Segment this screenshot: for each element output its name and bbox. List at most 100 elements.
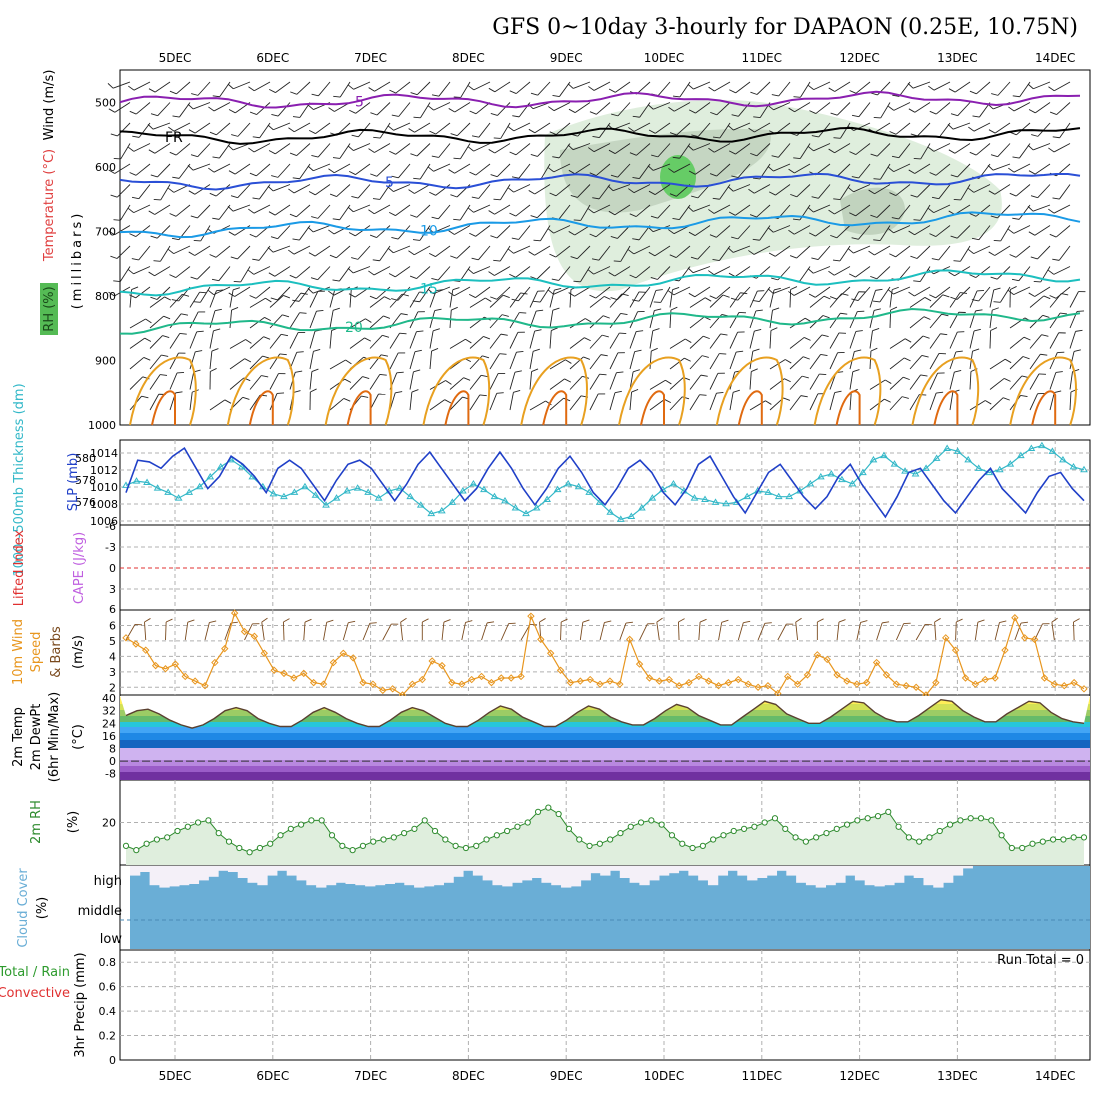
- wind-barb-flag: [150, 297, 157, 299]
- wind-barb: [670, 397, 682, 410]
- cloud-clear-bar: [267, 866, 277, 876]
- precip-total-label: Total / Rain: [0, 965, 70, 980]
- wind-barb-flag: [535, 330, 542, 331]
- wind-barb-flag: [149, 272, 155, 276]
- wind-barb: [810, 354, 821, 369]
- wind-barb: [398, 164, 410, 178]
- wind-barb: [570, 396, 581, 410]
- wind-barb-flag: [603, 316, 610, 318]
- cloud-clear-bar: [532, 866, 542, 878]
- rh-marker: [752, 824, 757, 829]
- wind-barb: [890, 358, 904, 369]
- rh-marker: [237, 845, 242, 850]
- rh-marker: [360, 843, 365, 848]
- wind-barb-flag: [453, 288, 460, 290]
- rh-marker: [123, 843, 128, 848]
- wind-barb-flag: [142, 396, 149, 398]
- wind-barb: [850, 392, 851, 410]
- wind-barb: [241, 267, 250, 282]
- wind-barb: [490, 373, 498, 389]
- wind-barb-flag: [465, 339, 471, 343]
- wind-barb-flag: [446, 381, 452, 385]
- wind-barb: [290, 313, 300, 328]
- wind-barb-flag: [802, 376, 809, 378]
- wind-barb-flag: [395, 392, 402, 393]
- wind-barb-flag: [128, 147, 134, 151]
- wind-barb: [501, 624, 508, 640]
- wind-barb: [233, 205, 250, 211]
- wind-barb-flag: [352, 135, 359, 137]
- wind-barb: [1016, 246, 1030, 257]
- wind-barb: [216, 185, 230, 197]
- wind-barb-flag: [510, 91, 516, 94]
- tick-label: 4: [109, 650, 116, 663]
- wind-barb: [395, 205, 410, 216]
- wind-barb-flag: [370, 113, 377, 115]
- wind-barb: [256, 287, 270, 298]
- wind-barb-flag: [229, 232, 235, 236]
- wind-barb-flag: [928, 86, 934, 90]
- wind-barb: [855, 267, 870, 278]
- wind-barb-flag: [1050, 295, 1056, 298]
- rh-marker: [505, 828, 510, 833]
- wind-barb-flag: [170, 91, 176, 94]
- wind-barb: [710, 354, 719, 369]
- wind-barb-flag: [808, 85, 814, 89]
- wind-barb-flag: [305, 619, 311, 622]
- rh-marker: [628, 824, 633, 829]
- wind-barb-flag: [790, 256, 797, 259]
- wind-barb: [257, 103, 270, 115]
- wind-barb-flag: [716, 392, 723, 393]
- wind-barb-flag: [854, 350, 861, 352]
- wind-barb-flag: [248, 209, 254, 213]
- rh-marker: [793, 835, 798, 840]
- wind-barb-flag: [840, 313, 847, 314]
- slp-label: SLP (mb): [66, 453, 81, 512]
- wind-barb: [374, 144, 390, 153]
- wind-barb: [1001, 226, 1010, 241]
- wind-barb-flag: [493, 260, 500, 261]
- wind-barb-flag: [432, 348, 438, 351]
- rh-marker: [257, 845, 262, 850]
- wind-barb-flag: [292, 300, 299, 301]
- wind-barb: [313, 164, 330, 171]
- wind-barb: [930, 314, 942, 328]
- tick-label: 1012: [90, 464, 118, 477]
- cloud-clear-bar: [551, 866, 561, 885]
- wind-barb-flag: [280, 354, 287, 355]
- wind-barb: [130, 357, 144, 369]
- wind-barb: [310, 311, 316, 328]
- wind-barb-flag: [1052, 259, 1059, 260]
- wind-barb-flag: [803, 357, 810, 359]
- cloud-clear-bar: [679, 866, 689, 871]
- cloud-clear-bar: [140, 866, 150, 872]
- wind-barb: [516, 205, 530, 216]
- wind-barb: [294, 123, 310, 132]
- wind-barb: [1030, 335, 1042, 349]
- wind-barb-flag: [129, 234, 135, 237]
- wind-barb: [410, 332, 416, 349]
- wind-barb-flag: [839, 620, 846, 623]
- wind-barb: [960, 246, 970, 261]
- rh-content: 20: [102, 780, 1090, 865]
- wind-barb: [834, 267, 850, 276]
- wind-barb-flag: [368, 210, 374, 214]
- wind-barb: [990, 310, 992, 328]
- wind-barb-flag: [1073, 619, 1079, 622]
- wind-barb: [442, 622, 444, 640]
- wind-barb: [699, 622, 700, 640]
- wind-barb: [998, 82, 1010, 95]
- wind-barb-flag: [181, 314, 188, 315]
- wind-barb: [538, 82, 550, 95]
- wind-barb: [390, 333, 400, 348]
- wind-barb-flag: [985, 400, 991, 404]
- wind-barb: [136, 287, 150, 298]
- wind-barb-flag: [771, 278, 778, 280]
- wind-barb: [450, 290, 453, 308]
- wind-barb-flag: [409, 190, 415, 194]
- wind-barb-flag: [1043, 315, 1050, 317]
- wind-barb: [570, 376, 582, 389]
- cloud-clear-bar: [159, 866, 169, 888]
- wind-barb: [650, 351, 651, 369]
- tick-label: 3: [109, 666, 116, 679]
